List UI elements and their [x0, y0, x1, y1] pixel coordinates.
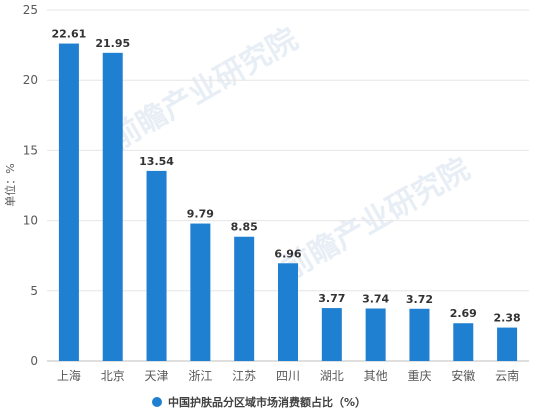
data-label: 2.69 [450, 307, 477, 320]
bar [497, 327, 518, 361]
bar [321, 308, 342, 361]
x-tick-label: 安徽 [451, 368, 475, 383]
bar [409, 308, 430, 361]
data-label: 6.96 [274, 247, 301, 260]
data-label: 8.85 [231, 221, 258, 234]
data-label: 3.72 [406, 293, 433, 306]
x-tick-label: 重庆 [407, 369, 431, 383]
data-label: 3.77 [318, 292, 345, 305]
x-tick-label: 湖北 [320, 368, 344, 383]
bar [234, 236, 255, 361]
data-label: 21.95 [95, 37, 130, 50]
bar [190, 223, 211, 361]
legend-marker [152, 397, 162, 407]
bar [146, 170, 167, 361]
data-label: 13.54 [139, 155, 174, 168]
y-tick-label: 0 [30, 354, 38, 368]
y-tick-label: 5 [30, 284, 38, 298]
bar [453, 323, 474, 361]
y-tick-label: 10 [23, 214, 38, 228]
watermark-text-1: 前瞻产业研究院 [105, 22, 304, 157]
bars: 22.61 21.95 13.54 9.79 8.85 6.96 3.77 3.74 3.72 2… [52, 28, 521, 362]
data-label: 3.74 [362, 292, 389, 305]
bar [365, 308, 386, 361]
data-label: 22.61 [52, 28, 87, 41]
x-tick-label: 天津 [145, 369, 169, 383]
x-tick-label: 其他 [364, 369, 388, 383]
y-axis: 0 5 10 15 20 25 [23, 3, 38, 368]
x-tick-label: 上海 [57, 368, 81, 383]
x-tick-label: 江苏 [232, 369, 256, 383]
x-tick-label: 云南 [495, 368, 519, 383]
legend-label: 中国护肤品分区域市场消费额占比（%） [168, 395, 366, 409]
y-tick-label: 25 [23, 3, 38, 17]
y-axis-label: 单位：% [3, 163, 17, 206]
legend: 中国护肤品分区域市场消费额占比（%） [152, 395, 366, 409]
data-label: 9.79 [187, 208, 214, 221]
y-tick-label: 20 [23, 73, 38, 87]
x-tick-label: 四川 [276, 369, 300, 383]
x-tick-label: 北京 [101, 369, 125, 383]
x-axis: 上海 北京 天津 浙江 江苏 四川 湖北 其他 重庆 安徽 云南 [57, 368, 519, 383]
data-label: 2.38 [494, 312, 521, 325]
y-tick-label: 15 [23, 143, 38, 157]
x-tick-label: 浙江 [188, 369, 212, 383]
bar [102, 52, 123, 362]
watermark-text-2: 前瞻产业研究院 [277, 152, 476, 287]
bar [58, 43, 79, 361]
bar [278, 263, 298, 361]
